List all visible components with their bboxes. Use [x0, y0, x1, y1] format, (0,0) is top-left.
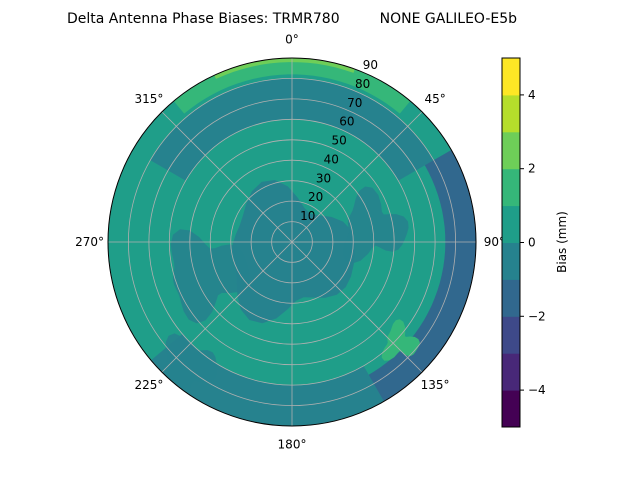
radial-tick-labels: 10 20 30 40 50 60 70 80 90	[300, 58, 378, 223]
colorbar-tick-label: 2	[528, 162, 536, 176]
colorbar-band	[502, 242, 520, 280]
radial-tick-label: 50	[331, 134, 346, 148]
azimuth-tick-label: 270°	[75, 235, 104, 249]
azimuth-gridline	[161, 241, 293, 373]
azimuth-tick-label: 45°	[424, 92, 445, 106]
radial-tick-label: 90	[363, 58, 378, 72]
chart-title: Delta Antenna Phase Biases: TRMR780 NONE…	[67, 11, 517, 27]
radial-tick-label: 60	[339, 115, 354, 129]
azimuth-tick-label: 180°	[278, 437, 307, 451]
colorbar-band	[502, 94, 520, 133]
contour-region-center	[232, 180, 355, 324]
colorbar-ticks: 4 2 0 −2 −4	[520, 88, 546, 397]
colorbar-band	[502, 205, 520, 243]
colorbar-band	[502, 131, 520, 170]
azimuth-gridline	[161, 111, 293, 243]
colorbar-tick-label: −4	[528, 383, 546, 397]
contour-region-south-rim	[151, 334, 384, 426]
colorbar-band	[502, 279, 520, 317]
azimuth-tick-label: 0°	[285, 33, 299, 47]
colorbar: 4 2 0 −2 −4 Bias (mm)	[501, 57, 569, 428]
azimuth-tick-label: 135°	[421, 378, 450, 392]
colorbar-band	[502, 353, 520, 391]
radial-tick-label: 70	[347, 96, 362, 110]
azimuth-tick-label: 315°	[134, 92, 163, 106]
azimuth-tick-label: 225°	[134, 378, 163, 392]
azimuth-gridline	[291, 111, 423, 243]
azimuth-tick-labels: 0° 45° 90° 135° 180° 225° 270° 315°	[75, 33, 505, 452]
radial-tick-label: 20	[308, 190, 323, 204]
radial-tick-label: 30	[316, 171, 331, 185]
colorbar-band	[502, 58, 520, 96]
radial-tick-label: 10	[300, 209, 315, 223]
colorbar-bands	[502, 58, 520, 428]
contour-region-east-rim	[344, 150, 476, 415]
radial-tick-label: 80	[355, 77, 370, 91]
colorbar-band	[502, 390, 520, 428]
contour-patch-3	[164, 333, 217, 402]
radial-tick-label: 40	[324, 152, 339, 166]
polar-grid	[108, 58, 476, 426]
colorbar-tick-label: 4	[528, 88, 536, 102]
azimuth-gridline	[291, 241, 423, 373]
colorbar-tick-label: 0	[528, 236, 536, 250]
colorbar-band	[502, 316, 520, 354]
colorbar-label: Bias (mm)	[555, 211, 569, 273]
colorbar-tick-label: −2	[528, 309, 546, 323]
azimuth-tick-label: 90°	[484, 235, 505, 249]
colorbar-band	[502, 168, 520, 207]
contour-region-north-band	[150, 78, 434, 181]
polar-outer-frame	[107, 57, 477, 427]
polar-plot-area	[108, 58, 476, 426]
contour-patch-2	[342, 186, 409, 264]
contour-region-southeast-spot	[381, 319, 420, 361]
